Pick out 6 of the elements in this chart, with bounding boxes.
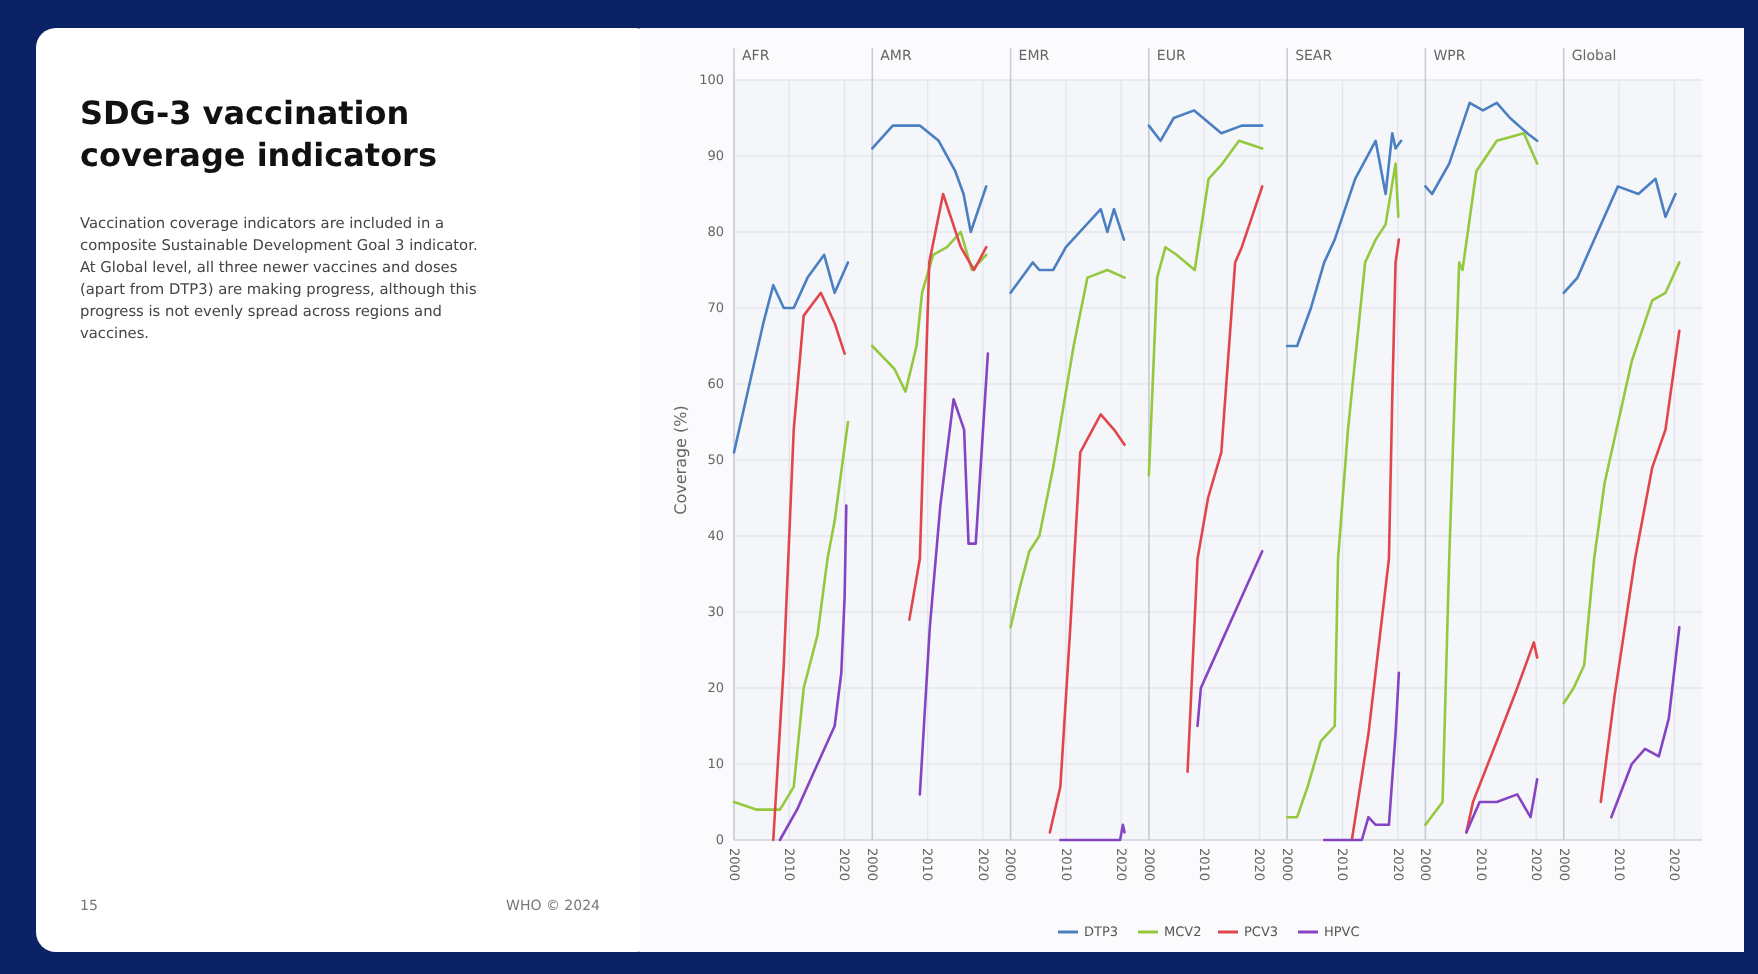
line-series [778,504,848,842]
y-axis-title: Coverage (%) [672,405,690,515]
text: SDG-3 vaccination coverage indicators [80,94,437,174]
line-series [732,420,850,811]
line-series [732,253,850,454]
line-series [771,291,846,842]
